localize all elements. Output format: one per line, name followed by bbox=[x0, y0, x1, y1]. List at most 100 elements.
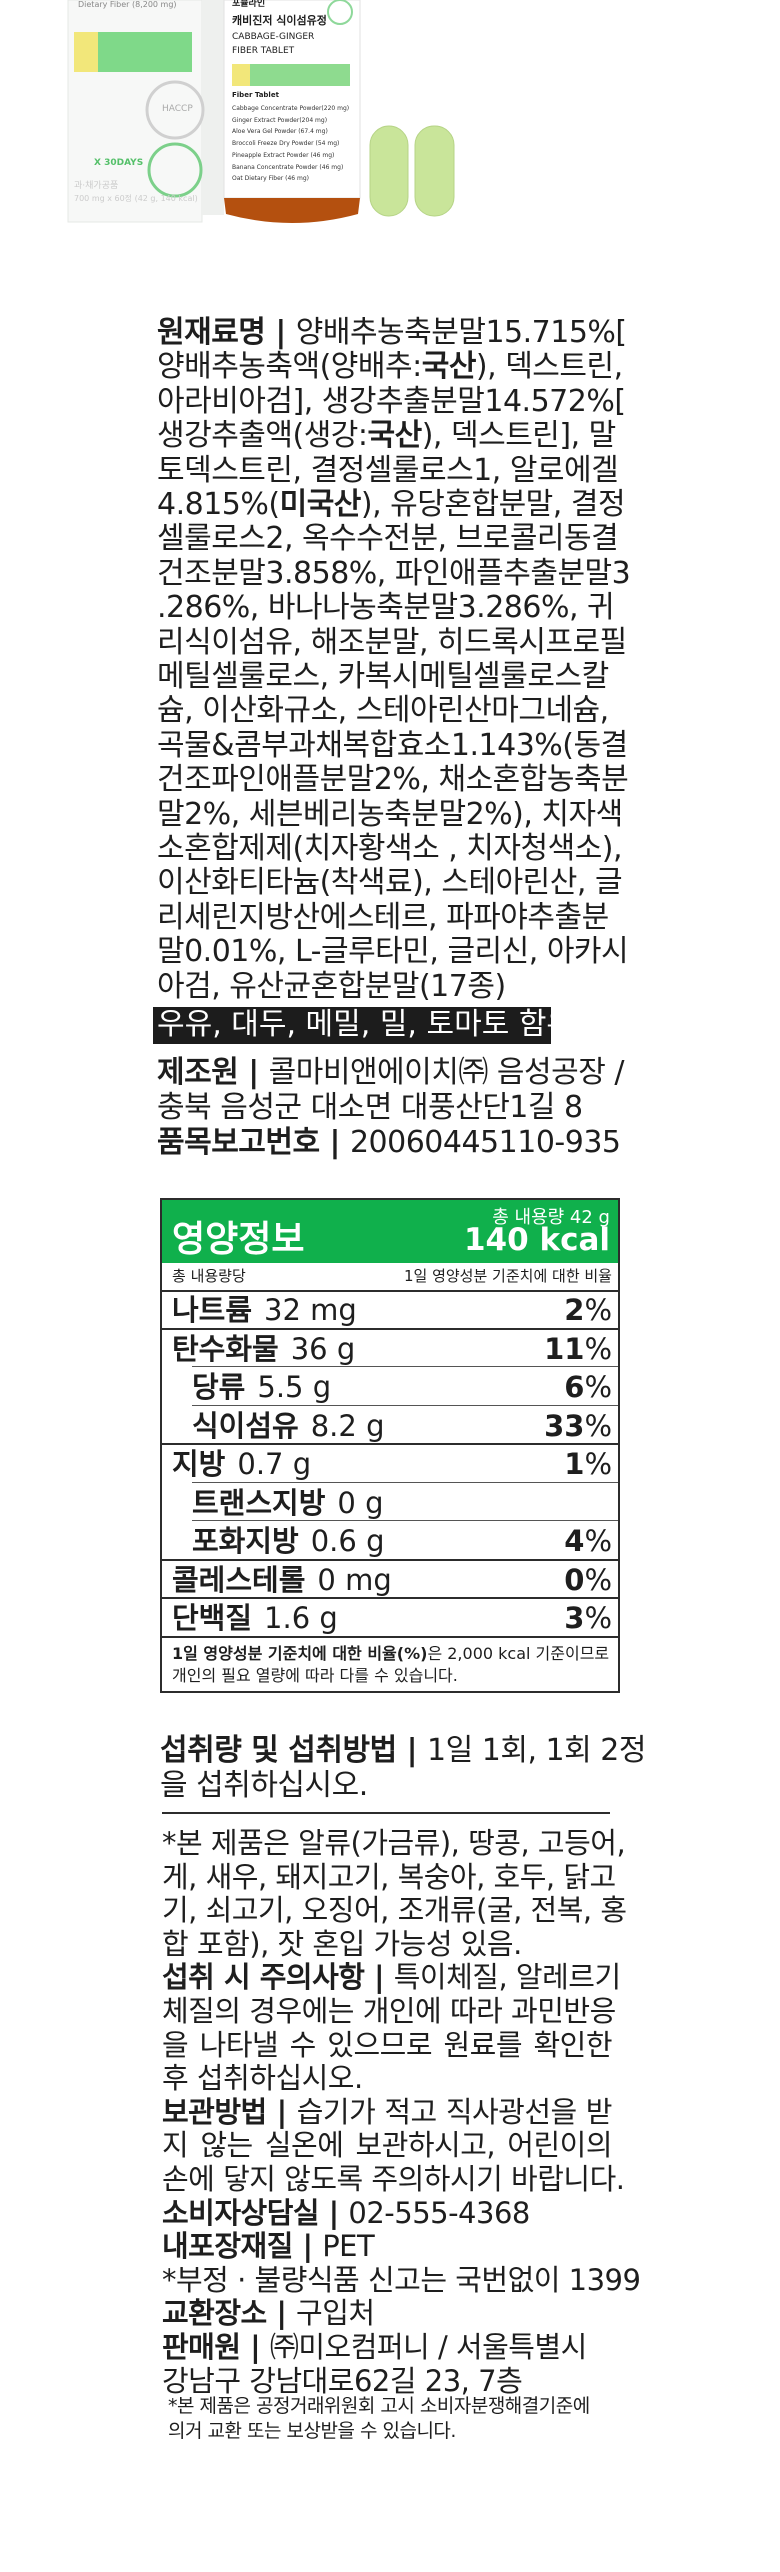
text-line: 슘, 이산화규소, 스테아린산마그네슘, bbox=[157, 694, 609, 728]
nutrient-amount: 36 g bbox=[290, 1331, 356, 1366]
footnote-bold: 1일 영양성분 기준치에 대한 비율(%) bbox=[172, 1644, 428, 1663]
text-line: 섭취량 및 섭취방법 | 1일 1회, 1회 2정 bbox=[160, 1734, 646, 1768]
nutrient-amount: 0.6 g bbox=[310, 1524, 385, 1558]
text-line: *부정 · 불량식품 신고는 국번없이 1399 bbox=[162, 2263, 641, 2297]
percent-sign: % bbox=[584, 1370, 612, 1404]
row-divider bbox=[162, 1635, 618, 1638]
field-label: 국산 bbox=[421, 349, 477, 385]
text-line: 섭취 시 주의사항 | 특이체질, 알레르기 bbox=[162, 1960, 621, 1995]
field-label: 제조원 | bbox=[157, 1055, 269, 1090]
text-line: 건조파인애플분말2%, 채소혼합농축분 bbox=[157, 762, 629, 798]
bottle-title-ko: 캐비진저 식이섬유정 bbox=[232, 14, 327, 27]
percent-value: 11 bbox=[544, 1331, 585, 1366]
text-segment: PET bbox=[322, 2229, 375, 2264]
text-line: 생강추출액(생강:국산), 덱스트린], 말 bbox=[157, 419, 616, 453]
text-segment: 합 포함), 잣 혼입 가능성 있음. bbox=[162, 1926, 522, 1961]
small-note: *본 제품은 공정거래위원회 고시 소비자분쟁해결기준에 bbox=[168, 2395, 590, 2417]
text-line: 을 섭취하십시오. bbox=[160, 1769, 368, 1803]
field-label: 섭취 시 주의사항 | bbox=[162, 1960, 394, 1995]
product-illustration bbox=[67, 0, 455, 223]
text-segment: ), 유당혼합분말, 결정 bbox=[360, 487, 626, 522]
text-line: 곡물&콤부과채복합효소1.143%(동결 bbox=[157, 728, 628, 763]
text-segment: 게, 새우, 돼지고기, 복숭아, 호두, 닭고 bbox=[162, 1859, 616, 1894]
text-segment: 건조파인애플분말2%, 채소혼합농축분 bbox=[157, 762, 629, 798]
text-line: .286%, 바나나농축분말3.286%, 귀 bbox=[157, 590, 615, 626]
field-label: 섭취량 및 섭취방법 | bbox=[160, 1733, 428, 1768]
field-label: 품목보고번호 | bbox=[157, 1125, 350, 1160]
text-line: 4.815%(미국산), 유당혼합분말, 결정 bbox=[157, 487, 626, 522]
nutrient-name: 콜레스테롤 bbox=[172, 1562, 306, 1597]
text-segment: ㈜미오컴퍼니 / 서울특별시 bbox=[269, 2330, 588, 2364]
field-label: 보관방법 | bbox=[162, 2094, 297, 2129]
text-line: *본 제품은 알류(가금류), 땅콩, 고등어, bbox=[162, 1826, 626, 1860]
nutrition-row: 단백질 1.6 g 3% bbox=[162, 1598, 618, 1636]
text-line: 아검, 유산균혼합분말(17종) bbox=[157, 968, 506, 1004]
text-segment: 체질의 경우에는 개인에 따라 과민반응 bbox=[162, 1994, 616, 2028]
nutrient-percent: 3% bbox=[564, 1598, 612, 1638]
bottle-ingredient-item: Pineapple Extract Powder (46 mg) bbox=[232, 151, 335, 159]
nutrition-row: 식이섬유 8.2 g 33% bbox=[162, 1406, 618, 1444]
nutrition-row: 트랜스지방 0 g bbox=[162, 1483, 618, 1521]
nutrient-amount: 0.7 g bbox=[237, 1447, 312, 1481]
percent-value: 2 bbox=[564, 1293, 585, 1327]
text-segment: 말0.01%, L-글루타민, 글리신, 아카시 bbox=[157, 934, 629, 970]
text-line: 셀룰로스2, 옥수수전분, 브로콜리동결 bbox=[157, 521, 619, 557]
nutrient-percent: 33% bbox=[544, 1406, 612, 1446]
nutrient-name: 나트륨 bbox=[172, 1293, 253, 1327]
bottle-ingredient-list: Cabbage Concentrate Powder(220 mg) Ginger… bbox=[232, 103, 349, 185]
field-label: 교환장소 | bbox=[162, 2296, 297, 2331]
field-label: 소비자상담실 | bbox=[162, 2195, 349, 2230]
nutrient-name: 당류 bbox=[192, 1370, 246, 1404]
nutrient-percent: 0% bbox=[564, 1560, 612, 1600]
per-total-label: 총 내용량당 bbox=[172, 1267, 246, 1285]
bottle-title-en-1: CABBAGE-GINGER bbox=[232, 32, 315, 42]
text-segment: 아검, 유산균혼합분말(17종) bbox=[157, 968, 506, 1004]
percent-value: 4 bbox=[564, 1524, 585, 1558]
nutrient-amount: 8.2 g bbox=[310, 1408, 385, 1443]
footnote-line2: 개인의 필요 열량에 따라 다를 수 있습니다. bbox=[172, 1666, 458, 1685]
text-segment: 슘, 이산화규소, 스테아린산마그네슘, bbox=[157, 693, 609, 729]
total-kcal: 140 kcal bbox=[463, 1222, 610, 1258]
text-line: 말0.01%, L-글루타민, 글리신, 아카시 bbox=[157, 934, 629, 970]
nutrient-amount: 0 mg bbox=[317, 1562, 392, 1597]
text-line: 기, 쇠고기, 오징어, 조개류(굴, 전복, 홍 bbox=[162, 1893, 627, 1927]
nutrient-percent: 11% bbox=[544, 1329, 612, 1369]
text-segment: 리세린지방산에스테르, 파파야추출분 bbox=[157, 899, 609, 935]
text-segment: 셀룰로스2, 옥수수전분, 브로콜리동결 bbox=[157, 521, 619, 557]
text-segment: 강남구 강남대로62길 23, 7층 bbox=[162, 2363, 523, 2398]
text-segment: 습기가 적고 직사광선을 받 bbox=[296, 2094, 613, 2129]
nutrition-row: 탄수화물 36 g 11% bbox=[162, 1329, 618, 1367]
daily-ratio-label: 1일 영양성분 기준치에 대한 비율 bbox=[403, 1267, 612, 1285]
field-label: 판매원 | bbox=[162, 2330, 270, 2364]
footnote-rest: 은 2,000 kcal 기준이므로 bbox=[427, 1644, 610, 1663]
text-line: 을 나타낼 수 있으므로 원료를 확인한 bbox=[162, 2028, 613, 2062]
percent-sign: % bbox=[584, 1293, 612, 1327]
text-line: 합 포함), 잣 혼입 가능성 있음. bbox=[162, 1927, 612, 1961]
text-segment: 건조분말3.858%, 파인애플추출분말3 bbox=[157, 555, 631, 591]
nutrition-subheader: 총 내용량당 1일 영양성분 기준치에 대한 비율 bbox=[162, 1263, 618, 1292]
nutrient-amount: 0 g bbox=[337, 1485, 384, 1520]
row-divider bbox=[162, 1443, 618, 1445]
text-segment: 기, 쇠고기, 오징어, 조개류(굴, 전복, 홍 bbox=[162, 1893, 627, 1928]
text-segment: .286%, 바나나농축분말3.286%, 귀 bbox=[157, 590, 615, 626]
text-segment: 콜마비앤에이치㈜ 음성공장 / bbox=[268, 1055, 625, 1090]
nutrient-percent: 6% bbox=[564, 1367, 612, 1407]
bottle-ingredient-item: Banana Concentrate Powder (46 mg) bbox=[232, 163, 344, 171]
text-segment: ), 덱스트린], 말 bbox=[421, 418, 617, 454]
text-line: 지 않는 실온에 보관하시고, 어린이의 bbox=[162, 2128, 613, 2163]
text-line: 양배추농축액(양배추:국산), 덱스트린, bbox=[157, 350, 623, 384]
text-line: 체질의 경우에는 개인에 따라 과민반응 bbox=[162, 1994, 616, 2028]
nutrient-amount: 5.5 g bbox=[257, 1370, 332, 1404]
text-segment: 1일 1회, 1회 2정 bbox=[427, 1733, 646, 1768]
text-segment: ), 덱스트린, bbox=[475, 349, 623, 385]
text-line: 게, 새우, 돼지고기, 복숭아, 호두, 닭고 bbox=[162, 1860, 616, 1894]
text-segment: 토덱스트린, 결정셀룰로스1, 알로에겔 bbox=[157, 452, 619, 488]
text-segment: 지 않는 실온에 보관하시고, 어린이의 bbox=[162, 2128, 613, 2163]
text-line: 후 섭취하십시오. bbox=[162, 2061, 612, 2095]
text-segment: 구입처 bbox=[296, 2296, 375, 2331]
text-line: 소비자상담실 | 02-555-4368 bbox=[162, 2196, 612, 2230]
nutrition-header: 영양정보 총 내용량 42 g 140 kcal bbox=[162, 1200, 618, 1263]
text-segment: *본 제품은 알류(가금류), 땅콩, 고등어, bbox=[162, 1826, 626, 1860]
text-line: 건조분말3.858%, 파인애플추출분말3 bbox=[157, 555, 631, 591]
bottle-brand: 포뮬라인 bbox=[232, 0, 266, 9]
